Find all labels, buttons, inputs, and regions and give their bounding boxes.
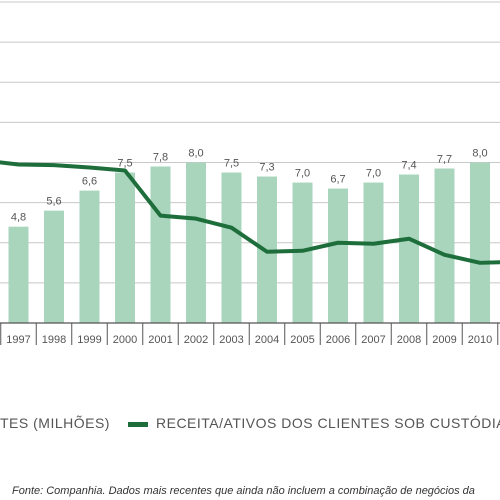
bar [79,190,100,323]
bar [292,182,313,323]
bar [434,168,455,323]
x-tick-label: 2000 [113,334,137,346]
bar [150,166,171,323]
x-tick-label: 2007 [361,334,385,346]
bar-value-label: 5,6 [46,196,61,208]
bar [186,162,206,323]
legend-item-bars: TES (MILHÕES) [0,415,110,431]
x-tick-label: 2005 [290,334,314,346]
bar-value-label: 4,8 [11,212,26,224]
x-tick-label: 1999 [77,334,101,346]
bar-value-label: 7,5 [117,158,132,170]
bar [399,174,419,323]
x-tick-label: 2002 [184,334,208,346]
bar-value-label: 6,6 [82,176,97,188]
bar-value-label: 7,5 [224,158,239,170]
bar-value-label: 7,0 [295,168,310,180]
bar [115,172,135,323]
bar [8,226,29,323]
x-tick-label: 2004 [255,334,279,346]
bar [328,188,348,323]
x-tick-label: 2008 [397,334,421,346]
bar-value-label: 7,3 [259,162,274,174]
x-tick-label: 2003 [219,334,243,346]
bar-value-label: 8,0 [472,148,487,160]
chart-canvas: 4,8 5,6 6,6 7,5 7,8 8,0 7,5 7,3 7,0 6,7 7,0 7,4 7,7 8… [0,1,500,346]
bar [44,210,64,323]
x-tick-label: 2001 [148,334,172,346]
bar-value-label: 7,0 [366,168,381,180]
legend-line-swatch [128,422,148,427]
bar-value-label: 7,4 [401,160,416,172]
bar [221,172,242,323]
legend: TES (MILHÕES) RECEITA/ATIVOS DOS CLIENTE… [0,413,500,435]
source-note: Fonte: Companhia. Dados mais recentes qu… [12,485,475,497]
x-tick-label: 1997 [6,334,30,346]
x-tick-label: 2009 [432,334,456,346]
bar-value-label: 7,8 [153,152,168,164]
bar-value-label: 6,7 [330,174,345,186]
bar [470,162,490,323]
series-line [0,160,500,265]
legend-item-line: RECEITA/ATIVOS DOS CLIENTES SOB CUSTÓDIA [156,415,500,431]
x-tick-label: 1998 [42,334,66,346]
bar [363,182,384,323]
x-tick-label: 2006 [326,334,350,346]
bar-value-label: 7,7 [437,154,452,166]
x-tick-label: 2010 [468,334,492,346]
bar-value-label: 8,0 [188,148,203,160]
